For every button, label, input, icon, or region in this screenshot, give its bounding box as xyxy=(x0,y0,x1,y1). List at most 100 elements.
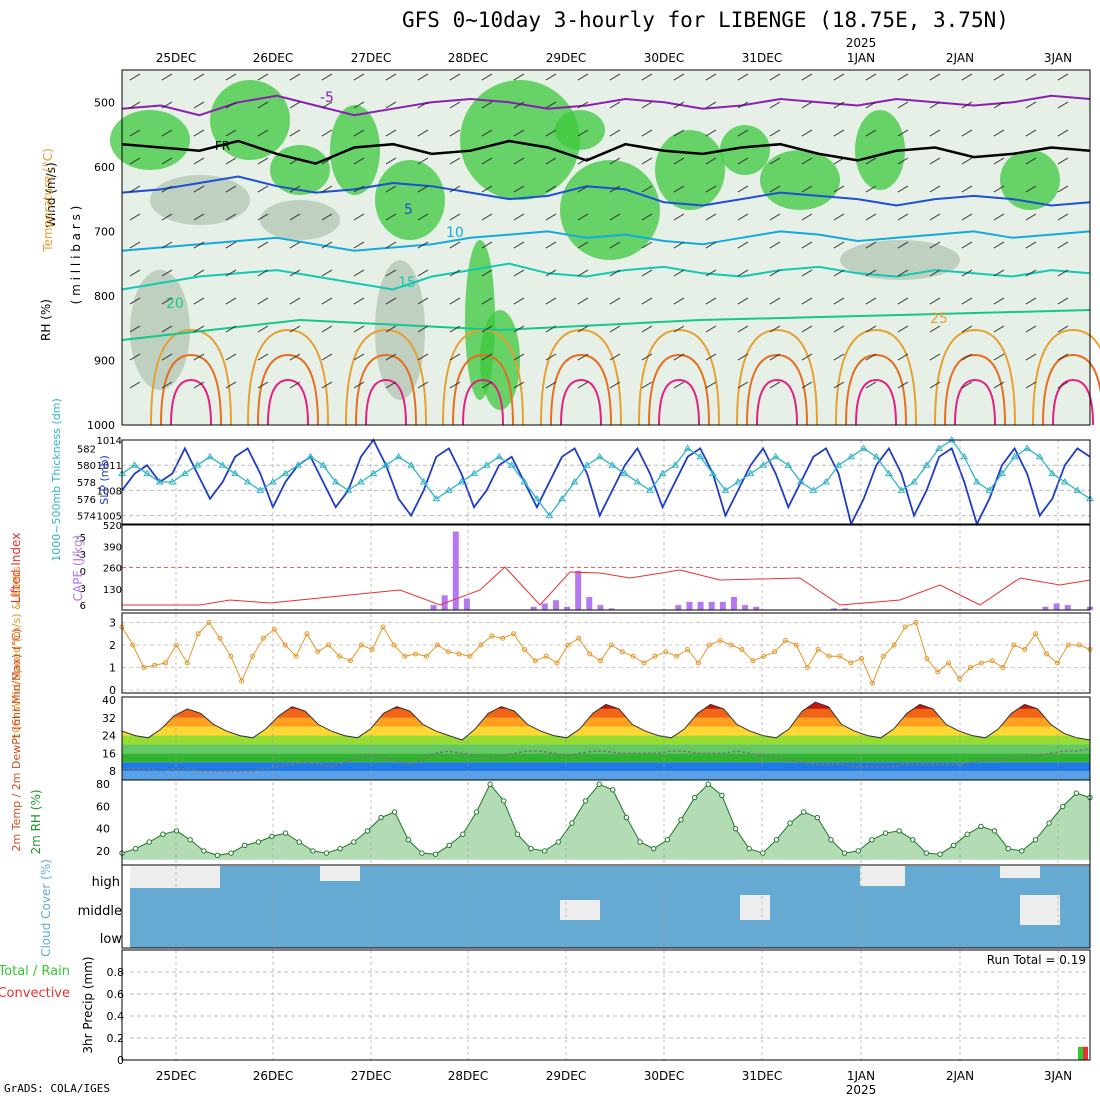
rh-marker xyxy=(828,837,834,843)
wind-barb xyxy=(1025,297,1037,305)
rh-marker xyxy=(991,828,998,834)
wind-barb xyxy=(161,101,173,109)
wind-barb xyxy=(769,269,781,277)
rh-marker xyxy=(269,833,275,840)
wind-barb xyxy=(961,101,973,109)
wind-marker xyxy=(326,642,332,648)
wind-marker xyxy=(250,653,256,659)
wind-barb xyxy=(833,381,845,389)
wind-marker xyxy=(1022,647,1028,652)
wind-barb xyxy=(833,297,845,305)
date-label-top: 30DEC xyxy=(644,51,684,65)
wind-barb xyxy=(929,129,941,137)
wind-barb xyxy=(1057,73,1069,81)
wind-barb xyxy=(385,73,397,81)
wind-marker xyxy=(815,647,821,652)
wind-barb xyxy=(705,185,717,193)
wind-barb xyxy=(481,129,493,137)
wind-barb xyxy=(641,381,653,389)
wind-barb xyxy=(641,73,653,81)
wind-barb xyxy=(993,129,1005,137)
rh-contour-area xyxy=(375,160,445,240)
temp-band xyxy=(122,762,1090,772)
thickness-marker xyxy=(960,452,969,460)
wind-barb xyxy=(481,213,493,221)
isotherm-10 xyxy=(121,230,1091,252)
wind-barb xyxy=(289,157,301,165)
wind-barb xyxy=(897,185,909,193)
cape-bar xyxy=(586,596,593,610)
wind-marker xyxy=(489,633,495,639)
wind-barb xyxy=(993,297,1005,305)
thickness-marker xyxy=(583,461,592,468)
wind-barb xyxy=(801,157,813,165)
wind-barb xyxy=(673,73,685,81)
wind-tick: 0 xyxy=(109,684,116,697)
wind-barb xyxy=(641,297,653,305)
thickness-marker xyxy=(1035,452,1044,460)
wind-barb xyxy=(545,297,557,305)
wind-barb xyxy=(929,101,941,109)
rh-marker xyxy=(623,814,630,821)
thickness-marker xyxy=(608,461,617,468)
isotherm-warm xyxy=(954,378,996,426)
rh-marker xyxy=(1046,820,1052,826)
wind-barb xyxy=(417,185,429,193)
wind-barb xyxy=(257,325,269,333)
temp-band xyxy=(122,735,1090,745)
wind-barb xyxy=(1057,353,1069,361)
wind-marker xyxy=(1033,631,1039,637)
thickness-marker xyxy=(507,461,516,468)
thickness-marker xyxy=(1060,478,1069,485)
temp-tick: 16 xyxy=(102,747,116,760)
wind-marker xyxy=(956,676,962,682)
rh-marker xyxy=(637,839,643,845)
wind-barb xyxy=(865,297,877,305)
wind-marker xyxy=(598,658,604,664)
cloud-gap xyxy=(860,866,905,886)
thickness-marker xyxy=(558,494,566,502)
wind-barb xyxy=(193,73,205,81)
date-label-top: 28DEC xyxy=(448,51,488,65)
wind-barb xyxy=(289,325,301,333)
thickness-marker xyxy=(1073,486,1082,493)
thickness-marker xyxy=(884,469,893,477)
wind-barb xyxy=(705,241,717,249)
isotherm-warm xyxy=(1032,328,1100,426)
wind-barb xyxy=(321,73,333,81)
precip-tick: 0.6 xyxy=(107,988,125,1001)
precip-tick: 0.2 xyxy=(107,1032,125,1045)
cloud-panel xyxy=(121,864,1091,949)
pressure-tick: 700 xyxy=(94,225,115,238)
rh-marker xyxy=(882,830,889,836)
wind-marker xyxy=(924,656,930,661)
rh-marker xyxy=(691,794,698,801)
isotherm-FR xyxy=(121,139,1091,165)
isotherm-warm xyxy=(170,378,212,426)
wind-barb xyxy=(161,185,173,193)
wind-barb xyxy=(961,241,973,249)
wind-barb xyxy=(833,73,845,81)
rh-contour-area xyxy=(1000,150,1060,210)
cloud-gap xyxy=(560,900,600,920)
wind-barb xyxy=(577,129,589,137)
wind-barb xyxy=(129,297,141,305)
wind-barb xyxy=(929,185,941,193)
wind-barb xyxy=(737,297,749,305)
wind-barb xyxy=(641,325,653,333)
wind-marker xyxy=(837,653,843,659)
thickness-marker xyxy=(281,469,290,477)
wind-barb xyxy=(449,157,461,165)
wind-barb xyxy=(353,129,365,137)
pressure-tick: 500 xyxy=(94,96,115,109)
wind-barb xyxy=(801,241,813,249)
precip-tick: 0 xyxy=(117,1054,124,1067)
wind-barb xyxy=(161,325,173,333)
rh-marker xyxy=(569,820,575,826)
rh-contour-area xyxy=(655,130,725,210)
date-label-top: 29DEC xyxy=(546,51,586,65)
cape-bar xyxy=(697,601,704,610)
wind-barb xyxy=(353,101,365,109)
temp-line xyxy=(121,701,1091,741)
wind-marker xyxy=(793,642,799,648)
